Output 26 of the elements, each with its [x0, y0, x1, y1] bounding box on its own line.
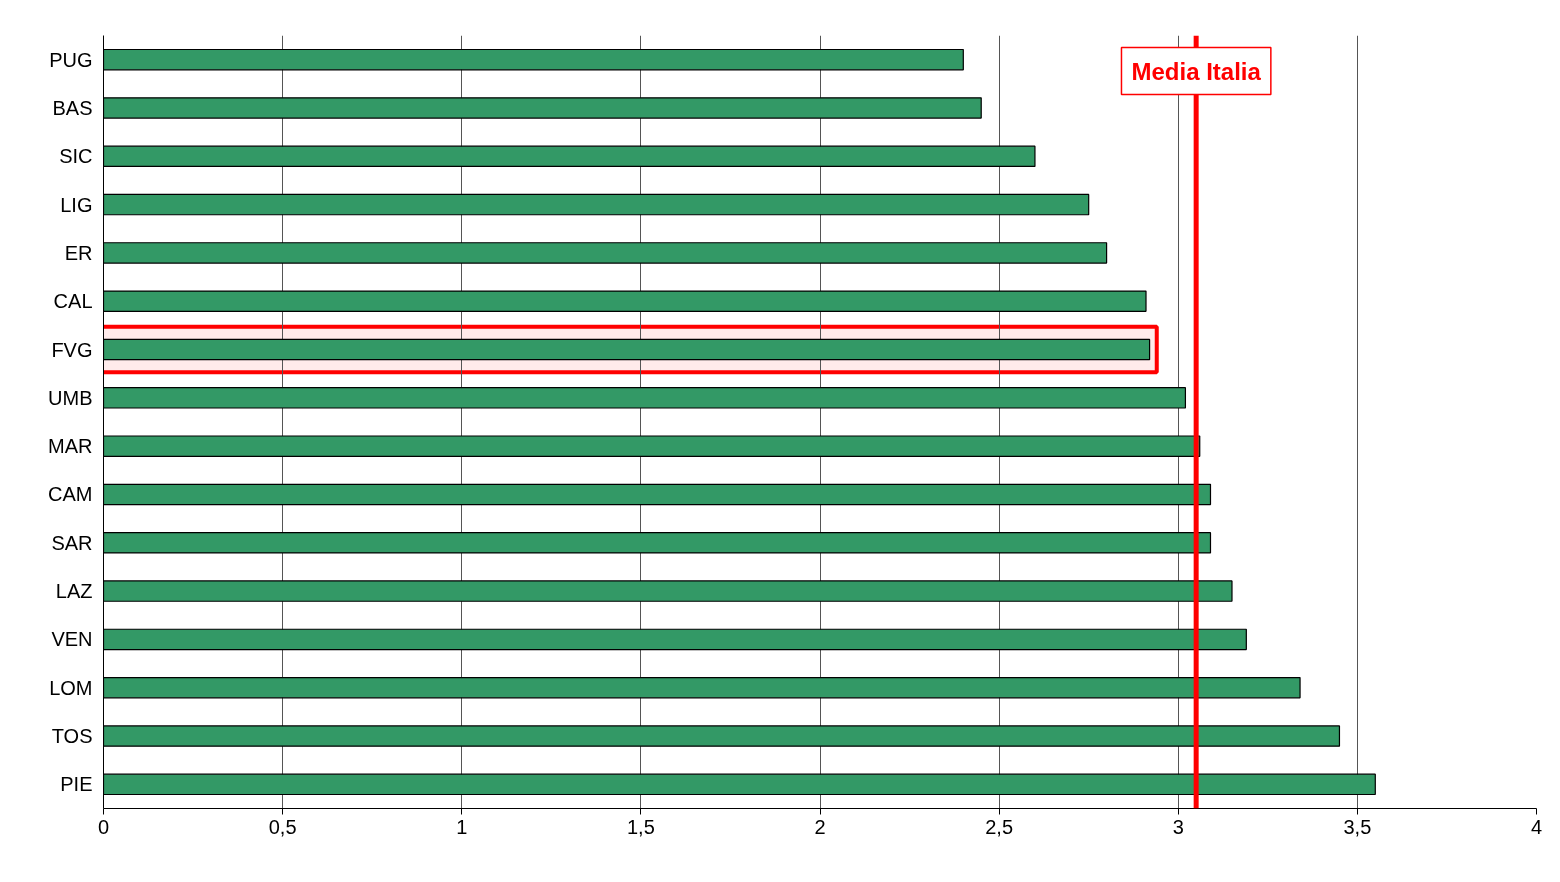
x-tick-label: 2,5	[985, 815, 1014, 838]
y-tick-label: SAR	[51, 531, 93, 554]
x-tick-label: 4	[1530, 815, 1543, 838]
y-tick-label: ER	[64, 241, 93, 264]
x-tick-label: 3,5	[1343, 815, 1372, 838]
ref-line-label: Media Italia	[1131, 57, 1262, 85]
y-tick-label: SIC	[59, 145, 93, 168]
y-tick-label: PUG	[49, 48, 93, 71]
y-tick-label: PIE	[60, 773, 93, 796]
x-tick-label: 1,5	[626, 815, 655, 838]
y-tick-label: TOS	[51, 725, 93, 748]
y-tick-label: CAM	[48, 483, 93, 506]
x-tick-label: 1	[456, 815, 468, 838]
x-tick-label: 0,5	[268, 815, 297, 838]
x-tick-label: 2	[814, 815, 826, 838]
y-tick-label: BAS	[52, 96, 93, 119]
y-tick-label: LIG	[60, 193, 93, 216]
y-tick-label: VEN	[51, 628, 93, 651]
y-tick-label: CAL	[53, 290, 93, 313]
y-tick-label: MAR	[48, 435, 93, 458]
x-tick-label: 3	[1172, 815, 1184, 838]
y-tick-label: FVG	[51, 338, 93, 361]
y-tick-label: LAZ	[55, 580, 93, 603]
x-tick-label: 0	[97, 815, 110, 838]
y-tick-label: LOM	[49, 676, 93, 699]
y-tick-label: UMB	[48, 386, 93, 409]
